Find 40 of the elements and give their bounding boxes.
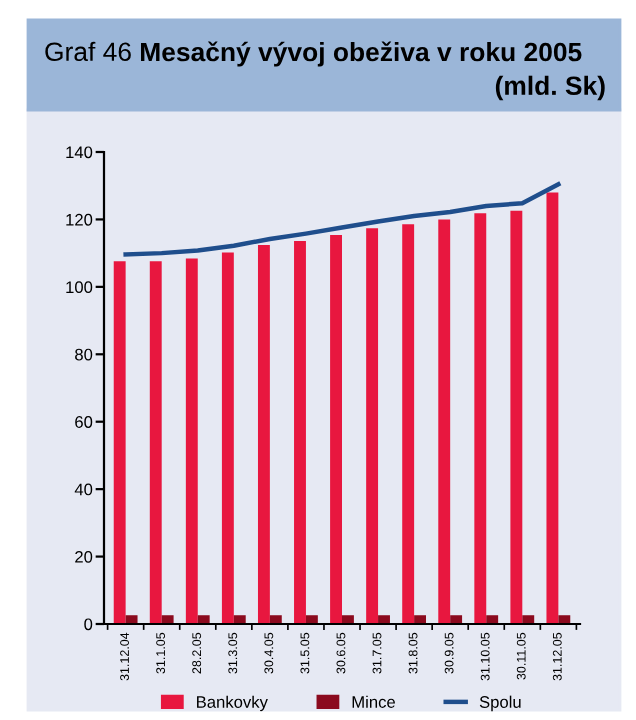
bar [342,615,354,624]
y-tick-label: 20 [75,550,93,563]
bar [558,615,571,624]
bar [450,615,463,624]
bar [161,615,174,624]
bar [438,219,451,624]
legend-label: Mince [352,695,395,708]
bar [474,213,487,624]
bar [402,224,415,624]
line-series [123,182,561,257]
y-tick-label: 60 [75,416,93,428]
bar [197,615,210,624]
bar [522,615,535,624]
bar [113,261,126,624]
bar [486,615,499,624]
bar [378,615,390,624]
bar [330,234,342,624]
chart-subtitle: (mld. Sk) [495,75,605,101]
y-tick-label: 140 [66,146,93,159]
legend-label: Bankovky [197,695,268,712]
y-tick-label: 0 [84,618,93,631]
bar [294,241,306,624]
y-tick-label: 120 [66,213,93,226]
bar [305,615,318,624]
bar [221,252,234,624]
bar [269,615,282,624]
bar [149,261,162,624]
bar [510,210,523,624]
chart-title: Graf 46 Mesačný vývoj obeživa v roku 2005 [45,41,582,67]
bar [257,245,270,624]
bar [125,615,138,624]
bar [414,615,427,624]
y-tick-label: 40 [74,483,93,496]
bar [546,192,559,624]
y-tick-label: 100 [66,281,93,294]
bar [366,228,379,624]
bar [185,258,198,624]
bar [233,615,246,624]
legend-label: Spolu [479,695,521,712]
y-tick-label: 80 [75,348,93,361]
